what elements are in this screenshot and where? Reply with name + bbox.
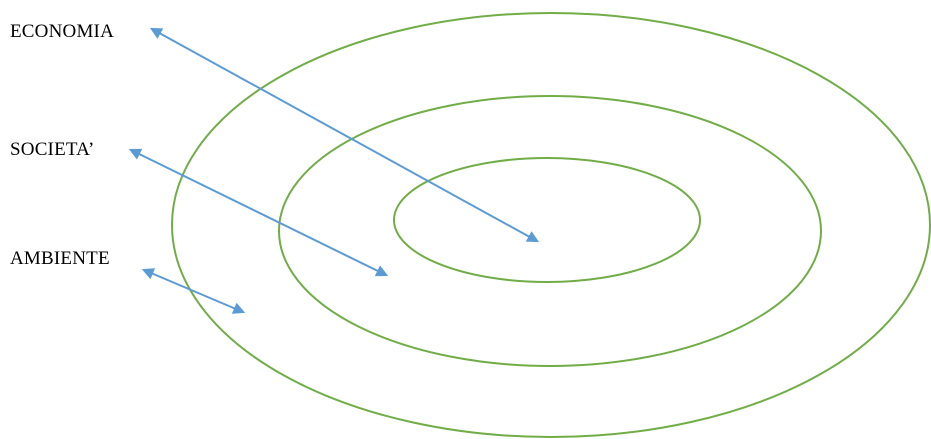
ambiente-arrow xyxy=(141,268,246,314)
economia-arrow xyxy=(149,27,540,243)
label-societa: SOCIETA’ xyxy=(10,139,95,160)
middle-ring-societa xyxy=(278,95,822,367)
label-economia: ECONOMIA xyxy=(10,21,114,42)
label-ambiente: AMBIENTE xyxy=(10,248,110,269)
societa-arrow xyxy=(128,148,389,277)
inner-ring-economia xyxy=(393,157,701,283)
